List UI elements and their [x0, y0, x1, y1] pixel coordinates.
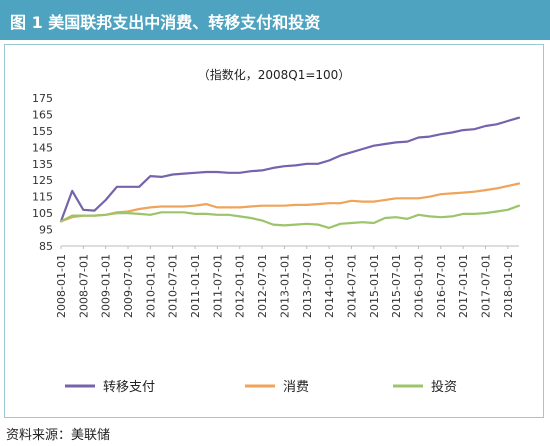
y-tick-label: 85: [39, 240, 53, 253]
x-tick-label: 2017-07-01: [479, 254, 492, 318]
y-tick-label: 145: [32, 141, 53, 154]
x-tick-label: 2012-07-01: [256, 254, 269, 318]
y-tick-label: 135: [32, 158, 53, 171]
x-tick-label: 2012-01-01: [234, 254, 247, 318]
x-tick-label: 2009-07-01: [122, 254, 135, 318]
legend-label: 转移支付: [103, 380, 155, 395]
x-tick-label: 2015-07-01: [390, 254, 403, 318]
legend-label: 消费: [283, 380, 309, 395]
series-line-1: [59, 116, 521, 223]
x-tick-label: 2010-01-01: [144, 254, 157, 318]
x-tick-label: 2013-01-01: [278, 254, 291, 318]
x-tick-label: 2011-01-01: [189, 254, 202, 318]
chart-panel: （指数化，2008Q1=100） 85 95 105 115 125 135 145 155 1…: [4, 44, 544, 418]
x-tick-label: 2008-07-01: [77, 254, 90, 318]
x-axis-ticks: 2008-01-01 2008-07-01 2009-01-01 2009-07-01…: [55, 246, 515, 318]
series-line-2: [59, 182, 521, 223]
x-tick-label: 2016-07-01: [435, 254, 448, 318]
y-tick-label: 155: [32, 125, 53, 138]
figure-header: 图 1 美国联邦支出中消费、转移支付和投资: [0, 0, 550, 40]
legend: 转移支付 消费 投资: [65, 379, 457, 395]
y-tick-label: 95: [39, 224, 53, 237]
legend-label: 投资: [431, 379, 457, 395]
y-tick-label: 175: [32, 92, 53, 105]
x-tick-label: 2010-07-01: [167, 254, 180, 318]
figure-title: 图 1 美国联邦支出中消费、转移支付和投资: [10, 13, 321, 32]
line-chart: （指数化，2008Q1=100） 85 95 105 115 125 135 145 155 1…: [32, 67, 521, 395]
y-tick-label: 165: [32, 108, 53, 121]
x-tick-label: 2014-01-01: [323, 254, 336, 318]
x-tick-label: 2017-01-01: [457, 254, 470, 318]
x-tick-label: 2013-07-01: [301, 254, 314, 318]
x-tick-label: 2014-07-01: [345, 254, 358, 318]
x-tick-label: 2011-07-01: [211, 254, 224, 318]
x-tick-label: 2008-01-01: [55, 254, 68, 318]
chart-subtitle: （指数化，2008Q1=100）: [198, 67, 351, 82]
y-axis-ticks: 85 95 105 115 125 135 145 155 165 175: [32, 92, 53, 253]
x-tick-label: 2016-01-01: [412, 254, 425, 318]
y-tick-label: 125: [32, 174, 53, 187]
x-tick-label: 2018-01-01: [502, 254, 515, 318]
source-note: 资料来源：美联储: [6, 428, 111, 443]
x-tick-label: 2015-01-01: [368, 254, 381, 318]
y-tick-label: 105: [32, 207, 53, 220]
series-line-3: [59, 204, 521, 229]
x-tick-label: 2009-01-01: [100, 254, 113, 318]
y-tick-label: 115: [32, 191, 53, 204]
series-lines: [59, 116, 521, 229]
